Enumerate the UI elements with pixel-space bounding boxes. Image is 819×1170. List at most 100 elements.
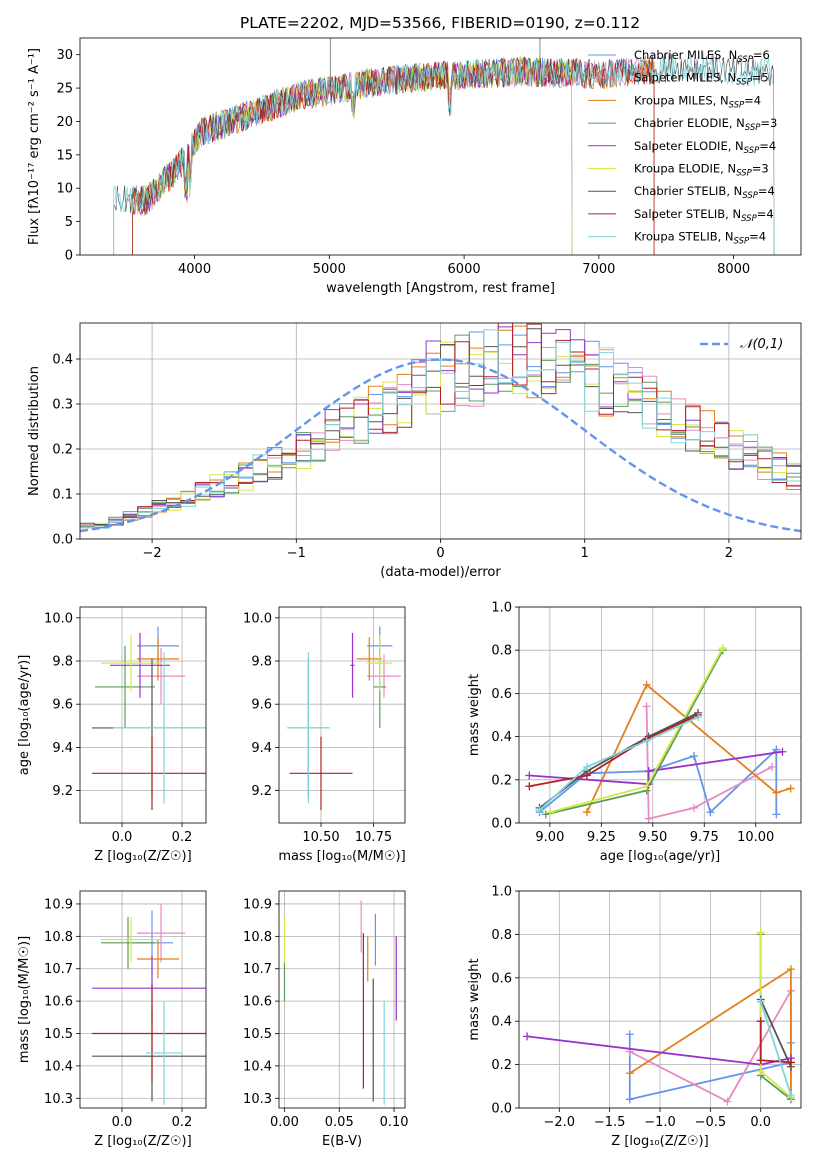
weight-marker — [772, 810, 781, 819]
weight-marker — [694, 713, 703, 722]
x-tick-label: 10.75 — [355, 830, 392, 845]
legend-label-subscript: SSP — [737, 55, 753, 65]
frame-age_vs_mass: 10.50 10.75 9.2 9.4 9.6 9.8 10.0 mass [log₁₀(M/… — [243, 606, 406, 864]
y-tick-label: 9.4 — [52, 741, 73, 756]
legend-label-subscript: SSP — [736, 78, 752, 88]
y-tick-label: 9.6 — [52, 698, 73, 713]
weight-line — [759, 999, 792, 1068]
y-tick-label: 0 — [65, 249, 73, 264]
y-tick-label: 0.6 — [491, 971, 512, 986]
y-tick-label: 0.4 — [491, 730, 512, 745]
legend-label: Salpeter STELIB, NSSP=4 — [634, 207, 774, 224]
y-tick-label: 10.4 — [243, 1059, 272, 1074]
weight-marker — [689, 803, 698, 812]
plots: 4000 5000 6000 7000 8000051015202530waveleng… — [17, 37, 802, 1149]
weight-marker — [582, 808, 591, 817]
marks-age_vs_z — [92, 626, 206, 811]
x-axis-label: Z [log₁₀(Z/Z☉)] — [94, 1134, 191, 1149]
errorbar-chabrier-elodie — [101, 916, 155, 969]
weight-marker — [642, 782, 651, 791]
marks-mass_vs_ebv — [283, 900, 397, 1105]
x-tick-label: 1 — [581, 546, 589, 561]
weight-line — [586, 683, 791, 813]
marks-spectrum — [113, 38, 775, 255]
legend-label-subscript: SSP — [729, 100, 745, 110]
weight-marker — [768, 762, 777, 771]
x-tick-label: −2 — [143, 546, 162, 561]
errorbar-kroupa-miles — [137, 637, 179, 681]
axes-frame — [278, 890, 406, 1109]
y-tick-label: 0.0 — [52, 533, 73, 548]
weight-marker — [541, 810, 550, 819]
weight-marker — [786, 784, 795, 793]
weight-line — [645, 706, 773, 820]
y-tick-label: 1.0 — [491, 601, 512, 616]
y-tick-label: 10.6 — [243, 995, 272, 1010]
weight-marker — [644, 814, 653, 823]
y-tick-label: 0.4 — [491, 1015, 512, 1030]
x-tick-label: 0 — [436, 546, 444, 561]
axes-frame — [79, 322, 802, 540]
y-tick-label: 9.2 — [251, 784, 272, 799]
axes-frame — [79, 37, 802, 256]
weight-line-kroupa-elodie — [756, 928, 795, 1102]
errorbar-salpeter-miles — [367, 654, 401, 698]
x-axis-label: Z [log₁₀(Z/Z☉)] — [611, 1134, 708, 1149]
y-axis-label: mass weight — [467, 674, 482, 756]
legend-label-tail: =4 — [757, 207, 774, 221]
y-tick-label: 0.8 — [491, 644, 512, 659]
weight-marker — [756, 1067, 765, 1076]
errorbar-kroupa-stelib — [113, 652, 206, 804]
legend-label-subscript: SSP — [745, 123, 761, 133]
errorbar-kroupa-stelib — [146, 1001, 182, 1105]
axes-residuals: −2 −1 0 1 2 0.0 0.1 0.2 0.3 0.4 (data-model)/error… — [27, 322, 802, 580]
y-tick-label: 0.2 — [491, 773, 512, 788]
frame-residuals: −2 −1 0 1 2 0.0 0.1 0.2 0.3 0.4 (data-model)/error… — [27, 322, 802, 580]
axes-mass_vs_ebv: 0.00 0.05 0.10 10.3 10.4 10.5 10.6 10.7 10.8 10.9… — [243, 890, 409, 1149]
y-tick-label: 9.8 — [251, 655, 272, 670]
x-axis-label: (data-model)/error — [380, 565, 501, 580]
weight-marker — [756, 928, 765, 937]
weight-marker — [756, 997, 765, 1006]
grid-age_vs_z — [80, 607, 206, 823]
x-tick-label: −1.5 — [594, 1115, 626, 1130]
x-axis-label: age [log₁₀(age/yr)] — [600, 849, 721, 864]
y-axis-label: age [log₁₀(age/yr)] — [17, 655, 32, 776]
errorbar-kroupa-elodie — [367, 635, 393, 692]
y-tick-label: 10.8 — [243, 930, 272, 945]
weight-marker — [625, 1069, 634, 1078]
legend-label-subscript: SSP — [744, 146, 760, 156]
legend-label: Chabrier STELIB, NSSP=4 — [634, 184, 775, 201]
legend-label-tail: =6 — [753, 48, 770, 62]
axes-age_vs_z: 0.0 0.2 9.2 9.4 9.6 9.8 10.0 Z [log₁₀(Z/Z☉)] age… — [17, 606, 207, 864]
weight-marker — [786, 1058, 795, 1067]
errorbar-chabrier-elodie — [95, 645, 155, 728]
errorbar-kroupa-stelib — [287, 652, 330, 804]
legend-label-subscript: SSP — [734, 237, 750, 247]
legend-label-tail: =4 — [759, 139, 776, 153]
x-tick-label: 0.05 — [325, 1115, 354, 1130]
y-tick-label: 0.4 — [52, 353, 73, 368]
x-axis-label: Z [log₁₀(Z/Z☉)] — [94, 849, 191, 864]
weight-marker — [523, 1032, 532, 1041]
y-tick-label: 5 — [65, 215, 73, 230]
y-tick-label: 10.7 — [44, 962, 73, 977]
y-tick-label: 9.2 — [52, 784, 73, 799]
x-tick-label: 0.0 — [112, 830, 133, 845]
spectrum-line-kroupa-stelib — [113, 52, 775, 255]
y-tick-label: 10.0 — [243, 611, 272, 626]
weight-marker — [778, 747, 787, 756]
weight-marker — [525, 782, 534, 791]
y-axis-label: Flux [fλ10⁻¹⁷ erg cm⁻² s⁻¹ A⁻¹] — [27, 48, 42, 245]
weight-marker — [582, 771, 591, 780]
y-tick-label: 10.5 — [243, 1027, 272, 1042]
weight-marker — [756, 1056, 765, 1065]
errorbar-salpeter-elodie — [110, 632, 170, 698]
legend-label: 𝒩(0,1) — [740, 337, 783, 352]
weight-line-kroupa-elodie — [545, 644, 727, 817]
legend-label: Chabrier MILES, NSSP=6 — [634, 48, 770, 65]
weight-marker — [642, 736, 651, 745]
x-tick-label: 0.10 — [380, 1115, 409, 1130]
